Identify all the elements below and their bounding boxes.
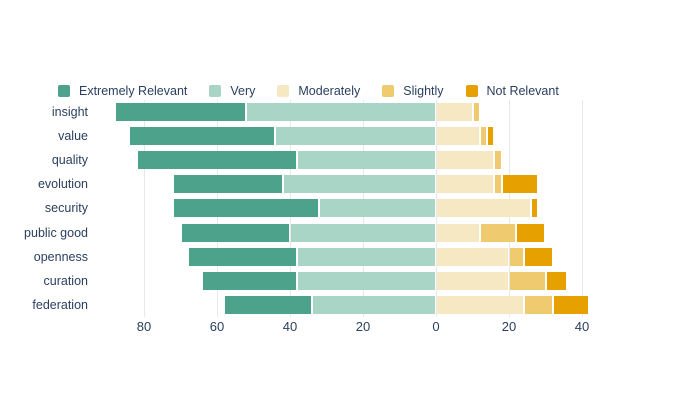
legend-swatch-icon xyxy=(58,85,70,97)
bar-segment-moderately-evolution[interactable] xyxy=(437,175,494,194)
bar-segment-moderately-security[interactable] xyxy=(437,199,530,218)
legend: Extremely Relevant Very Moderately Slightly… xyxy=(58,83,559,99)
x-axis-tick-label: 20 xyxy=(355,319,371,334)
bar-segment-extremely-relevant-security[interactable] xyxy=(174,199,319,218)
category-label: insight xyxy=(51,105,88,119)
bar-segment-extremely-relevant-value[interactable] xyxy=(130,127,275,146)
legend-label: Not Relevant xyxy=(486,84,559,98)
gridline xyxy=(435,100,437,317)
category-label: security xyxy=(44,201,88,216)
bar-segment-extremely-relevant-curation[interactable] xyxy=(203,271,297,290)
x-axis-tick-label: 40 xyxy=(574,319,590,334)
bar-segment-very-public-good[interactable] xyxy=(291,223,435,242)
bar-segment-not-relevant-curation[interactable] xyxy=(546,271,567,290)
bar-segment-slightly-evolution[interactable] xyxy=(495,175,501,194)
legend-item-slightly[interactable]: Slightly xyxy=(382,84,444,98)
bar-segment-very-insight[interactable] xyxy=(247,103,435,121)
legend-swatch-icon xyxy=(382,85,395,97)
bar-segment-moderately-curation[interactable] xyxy=(437,271,508,290)
category-label: quality xyxy=(51,153,88,168)
bar-segment-very-value[interactable] xyxy=(276,127,435,146)
legend-label: Very xyxy=(230,84,256,98)
bar-segment-very-openness[interactable] xyxy=(298,247,435,266)
bar-segment-moderately-quality[interactable] xyxy=(437,151,494,170)
legend-label: Extremely Relevant xyxy=(79,84,188,98)
legend-label: Slightly xyxy=(403,84,444,98)
legend-swatch-icon xyxy=(277,85,290,97)
bar-segment-not-relevant-value[interactable] xyxy=(488,127,494,146)
bar-segment-very-quality[interactable] xyxy=(298,151,435,170)
bar-segment-slightly-quality[interactable] xyxy=(495,151,501,170)
legend-item-extremely-relevant[interactable]: Extremely Relevant xyxy=(58,84,187,98)
bar-segment-moderately-insight[interactable] xyxy=(437,103,472,121)
bar-segment-moderately-openness[interactable] xyxy=(437,247,508,266)
bar-segment-extremely-relevant-openness[interactable] xyxy=(188,247,297,266)
bar-segment-not-relevant-security[interactable] xyxy=(531,199,538,218)
bar-segment-slightly-value[interactable] xyxy=(480,127,487,146)
bar-segment-moderately-value[interactable] xyxy=(437,127,479,146)
bar-segment-slightly-openness[interactable] xyxy=(510,247,523,266)
x-axis-tick-label: 60 xyxy=(209,319,225,334)
bar-segment-not-relevant-evolution[interactable] xyxy=(502,175,538,194)
x-axis-tick-label: 20 xyxy=(501,319,517,334)
bar-segment-very-security[interactable] xyxy=(320,199,435,218)
bar-segment-extremely-relevant-public-good[interactable] xyxy=(181,223,289,242)
gridline xyxy=(143,100,145,317)
bar-segment-extremely-relevant-federation[interactable] xyxy=(225,295,311,314)
category-label: curation xyxy=(43,273,88,288)
bar-segment-very-federation[interactable] xyxy=(312,295,435,314)
legend-swatch-icon xyxy=(209,85,222,97)
bar-segment-extremely-relevant-evolution[interactable] xyxy=(174,175,282,194)
bar-segment-not-relevant-openness[interactable] xyxy=(524,247,552,266)
legend-item-not-relevant[interactable]: Not Relevant xyxy=(465,84,559,98)
legend-label: Moderately xyxy=(298,84,361,98)
legend-swatch-icon xyxy=(465,85,478,97)
category-label: openness xyxy=(33,249,88,264)
bar-segment-extremely-relevant-quality[interactable] xyxy=(137,151,297,170)
bar-segment-moderately-public-good[interactable] xyxy=(437,223,479,242)
bar-segment-slightly-federation[interactable] xyxy=(524,295,552,314)
category-label: federation xyxy=(32,297,88,312)
bar-segment-not-relevant-federation[interactable] xyxy=(553,295,589,314)
category-label: value xyxy=(58,129,88,144)
bar-segment-very-curation[interactable] xyxy=(298,271,435,290)
bar-segment-slightly-curation[interactable] xyxy=(510,271,545,290)
gridline xyxy=(581,100,583,317)
bar-segment-slightly-insight[interactable] xyxy=(473,103,479,121)
category-label: public good xyxy=(24,225,88,240)
bar-segment-very-evolution[interactable] xyxy=(283,175,435,194)
bar-segment-slightly-public-good[interactable] xyxy=(480,223,516,242)
bar-segment-extremely-relevant-insight[interactable] xyxy=(115,103,246,121)
x-axis-tick-label: 0 xyxy=(432,319,440,334)
bar-segment-not-relevant-public-good[interactable] xyxy=(517,223,545,242)
category-label: evolution xyxy=(37,177,88,192)
legend-item-moderately[interactable]: Moderately xyxy=(277,84,360,98)
x-axis-tick-label: 40 xyxy=(282,319,298,334)
legend-item-very[interactable]: Very xyxy=(209,84,255,98)
bar-segment-moderately-federation[interactable] xyxy=(437,295,523,314)
x-axis-tick-label: 80 xyxy=(136,319,152,334)
